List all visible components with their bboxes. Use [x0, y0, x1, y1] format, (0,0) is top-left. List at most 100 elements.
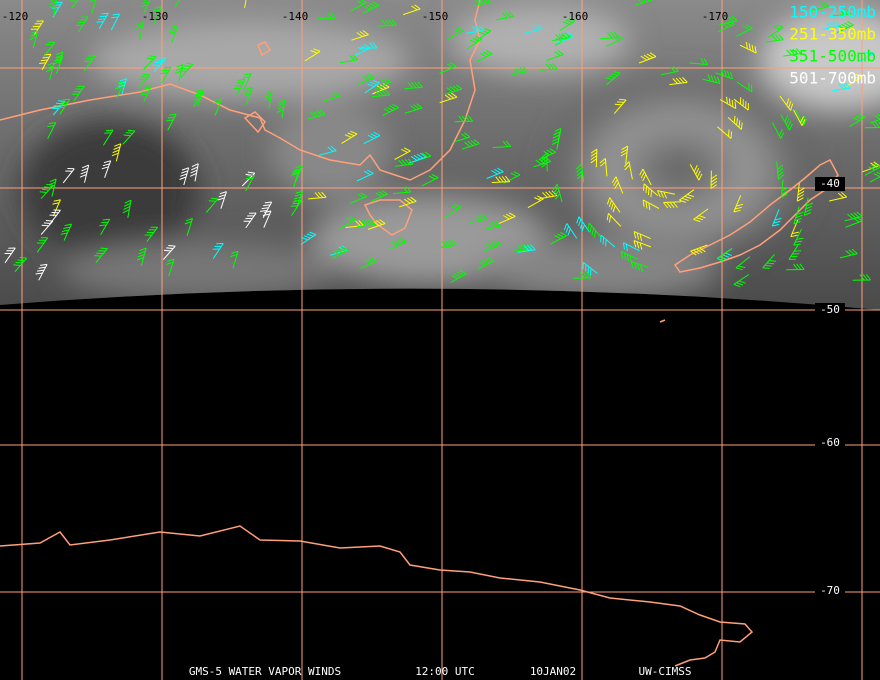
wind-barb: [89, 0, 97, 14]
wind-barb: [45, 62, 55, 81]
wind-barb: [736, 24, 753, 37]
wind-barb: [605, 71, 621, 86]
label-bg: [815, 436, 845, 450]
wind-barb: [212, 243, 224, 259]
longitude-label: -120: [2, 10, 29, 23]
wind-barb: [475, 28, 492, 42]
wind-barb: [771, 209, 782, 227]
wind-barb: [13, 257, 28, 273]
wind-barb: [663, 201, 682, 209]
wind-barb: [29, 30, 39, 49]
wind-barb: [444, 84, 463, 95]
wind-barb: [717, 20, 735, 33]
wind-barb: [539, 63, 558, 71]
wind-barb: [810, 1, 829, 12]
wind-barb: [572, 271, 592, 279]
latitude-label: -70: [820, 584, 840, 597]
wind-barb: [772, 122, 785, 139]
wind-barb: [445, 204, 462, 218]
wind-barb: [852, 274, 871, 281]
wind-barb: [110, 13, 121, 31]
wind-barb: [779, 95, 794, 111]
wind-barb: [292, 165, 303, 183]
latitude-label: -60: [820, 436, 840, 449]
wind-barb: [553, 128, 562, 147]
wind-barb: [829, 192, 848, 202]
wind-barb: [144, 226, 158, 242]
legend-entry: 150-250mb: [789, 3, 876, 22]
wind-barb: [796, 183, 805, 202]
wind-barb: [118, 78, 128, 97]
footer-text: 12:00 UTC: [415, 665, 475, 678]
wind-barb: [71, 85, 85, 102]
wind-barb: [477, 257, 495, 270]
wind-barb: [465, 25, 485, 34]
longitude-label: -150: [422, 10, 449, 23]
wind-barb: [60, 223, 72, 241]
wind-barb: [438, 239, 457, 249]
wind-barb: [404, 81, 423, 90]
wind-barb: [832, 82, 851, 92]
wind-barb: [39, 53, 52, 71]
wind-barb: [702, 74, 721, 84]
wind-barb: [357, 73, 375, 85]
wind-barb: [575, 163, 585, 183]
wind-barb: [780, 114, 793, 131]
wind-barb: [69, 0, 79, 9]
longitude-label: -170: [702, 10, 729, 23]
wind-barb: [857, 50, 875, 63]
wind-barb: [193, 91, 205, 107]
wind-barb: [587, 222, 602, 238]
wind-barb: [382, 103, 399, 117]
water-vapor-imagery: [0, 0, 880, 310]
wind-barb: [690, 244, 708, 256]
wind-barb: [122, 199, 132, 218]
wind-barb: [36, 237, 49, 253]
wind-barb: [75, 16, 89, 33]
wind-barb: [135, 21, 144, 41]
wind-barb: [179, 62, 194, 78]
wind-barb: [600, 31, 619, 40]
wind-barb: [736, 81, 753, 93]
wind-barb: [634, 0, 653, 6]
wind-barb: [869, 170, 880, 183]
wind-barb: [189, 163, 199, 182]
footer-text: UW-CIMSS: [639, 665, 692, 678]
wind-barb: [693, 208, 709, 223]
wind-barb: [482, 221, 502, 231]
wind-barb: [689, 58, 709, 66]
wind-barb: [783, 48, 802, 57]
wind-barb: [140, 84, 153, 102]
wind-barb: [51, 1, 63, 18]
longitude-label: -140: [282, 10, 309, 23]
coastlines: [0, 0, 839, 667]
wind-barb: [84, 55, 96, 71]
wind-barb: [452, 132, 471, 143]
wind-barb: [140, 0, 151, 13]
wind-barb: [495, 11, 515, 21]
latitude-label: -40: [820, 177, 840, 190]
wind-barb: [762, 254, 777, 269]
wind-barb: [264, 90, 273, 109]
wind-barb: [765, 34, 784, 43]
wind-barb: [613, 98, 627, 114]
wind-barb: [606, 213, 622, 227]
wind-barb: [832, 8, 852, 17]
wind-barb: [243, 87, 253, 105]
wind-barb: [716, 248, 733, 262]
wind-barb: [689, 164, 703, 181]
wind-barb: [213, 98, 223, 116]
wind-barb: [193, 88, 204, 107]
wind-barb: [394, 147, 411, 160]
wind-barb: [43, 41, 56, 57]
wind-barb: [317, 12, 336, 19]
wind-barb: [590, 148, 598, 168]
wind-barb: [395, 158, 414, 167]
wind-barb: [304, 48, 321, 62]
wind-barb: [454, 115, 474, 123]
grid-labels: -120 -130 -140 -150 -160 -170 -40 -50 -60 -70: [2, 10, 845, 598]
wind-barb: [486, 167, 504, 179]
wind-barb: [168, 24, 179, 43]
wind-barb: [318, 145, 337, 156]
wind-barb: [160, 66, 172, 84]
